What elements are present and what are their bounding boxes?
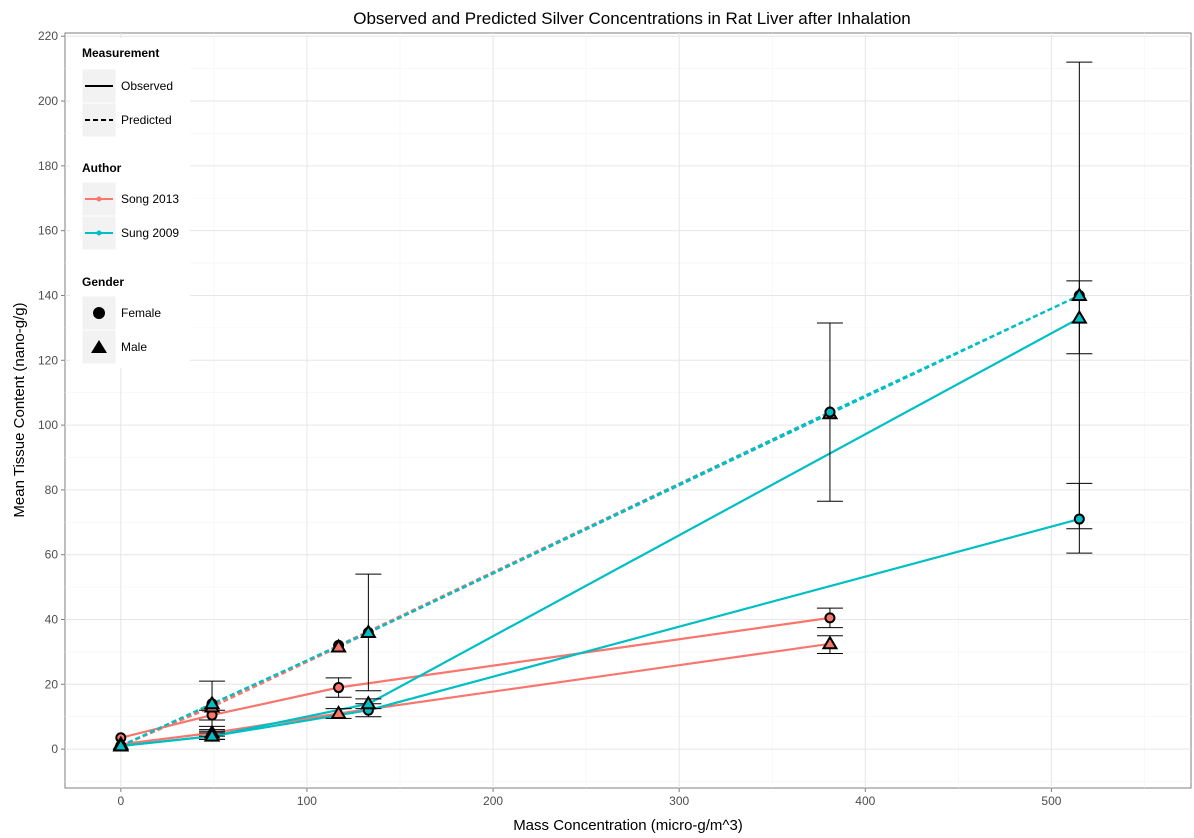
data-point-male xyxy=(821,635,839,650)
legend-title-measurement: Measurement xyxy=(82,46,159,60)
legend-dot-song xyxy=(96,196,102,202)
x-tick-label: 300 xyxy=(669,794,689,808)
x-tick-label: 100 xyxy=(297,794,317,808)
x-tick-label: 500 xyxy=(1041,794,1061,808)
data-point-female xyxy=(1073,513,1085,525)
data-point-male xyxy=(330,705,347,719)
data-point-male xyxy=(330,638,347,653)
chart-title: Observed and Predicted Silver Concentrat… xyxy=(353,9,911,28)
data-point-male xyxy=(112,737,130,752)
y-tick-label: 140 xyxy=(38,288,58,302)
y-tick-label: 180 xyxy=(38,159,58,173)
series-lines xyxy=(120,294,1080,747)
series-line xyxy=(120,294,1080,747)
legend-label-predicted: Predicted xyxy=(121,113,172,127)
data-point-male xyxy=(203,695,221,710)
y-tick-label: 100 xyxy=(38,418,58,432)
data-point-female xyxy=(824,612,836,624)
y-tick-label: 0 xyxy=(51,742,58,756)
data-point-male xyxy=(360,623,377,638)
x-tick-label: 0 xyxy=(117,794,124,808)
legend-title-gender: Gender xyxy=(82,275,124,289)
y-tick-label: 160 xyxy=(38,224,58,238)
data-point-male xyxy=(360,695,377,710)
y-tick-label: 60 xyxy=(45,548,59,562)
x-axis-ticks: 0 100 200 300 400 500 xyxy=(117,788,1062,808)
x-tick-label: 200 xyxy=(483,794,503,808)
x-axis-title: Mass Concentration (micro-g/m^3) xyxy=(513,817,743,834)
series-line xyxy=(120,317,1080,747)
legend-label-sung: Sung 2009 xyxy=(121,226,179,240)
legend-label-observed: Observed xyxy=(121,79,173,93)
plot-panel xyxy=(64,32,1192,789)
legend: Measurement Observed Predicted Author So… xyxy=(70,38,190,368)
legend-title-author: Author xyxy=(82,161,122,175)
data-point-male xyxy=(1071,309,1088,324)
y-axis-title: Mean Tissue Content (nano-g/g) xyxy=(11,302,28,517)
data-point-female xyxy=(333,682,345,694)
y-tick-label: 40 xyxy=(45,613,59,627)
y-tick-label: 80 xyxy=(45,483,59,497)
data-points xyxy=(112,287,1088,752)
data-point-male xyxy=(203,727,221,742)
data-point-male xyxy=(1071,287,1088,301)
y-axis-ticks: 0 20 40 60 80 100 120 140 160 180 200 220 xyxy=(38,29,65,756)
legend-label-male: Male xyxy=(121,340,147,354)
grid xyxy=(65,33,1191,788)
x-tick-label: 400 xyxy=(855,794,875,808)
y-tick-label: 220 xyxy=(38,29,58,43)
y-tick-label: 200 xyxy=(38,94,58,108)
y-tick-label: 120 xyxy=(38,353,58,367)
data-point-female xyxy=(824,406,836,418)
legend-circle-female xyxy=(93,307,105,319)
legend-triangle-male xyxy=(91,340,107,353)
legend-label-female: Female xyxy=(121,306,161,320)
legend-dot-sung xyxy=(96,230,102,236)
y-tick-label: 20 xyxy=(45,677,59,691)
legend-label-song: Song 2013 xyxy=(121,192,179,206)
